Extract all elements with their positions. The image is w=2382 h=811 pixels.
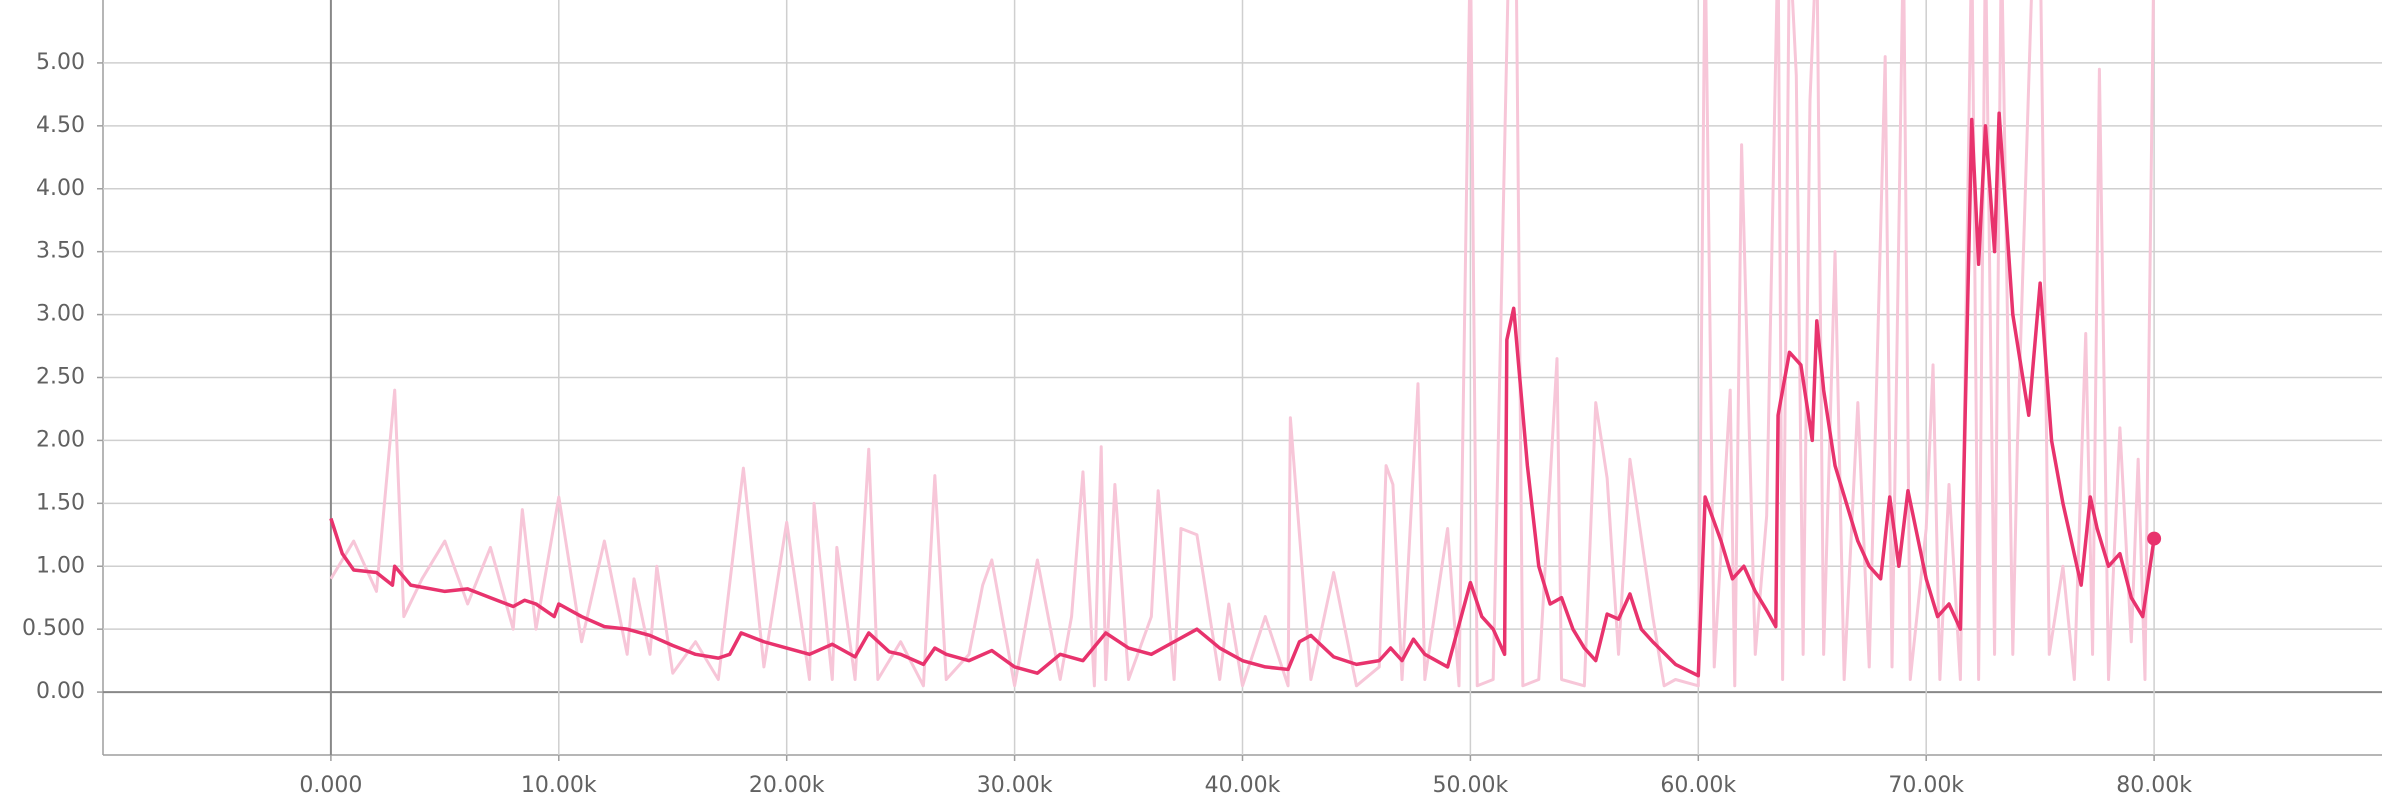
- y-tick-label: 3.00: [36, 302, 85, 327]
- x-tick-label: 0.000: [299, 773, 362, 798]
- y-tick-label: 4.50: [36, 113, 85, 138]
- y-tick-label: 1.50: [36, 490, 85, 515]
- x-tick-label: 50.00k: [1433, 773, 1509, 798]
- x-tick-label: 20.00k: [749, 773, 825, 798]
- axis-labels: 0.00 0.500 1.00 1.50 2.00 2.50 3.00 3.50 4.00 4.5…: [22, 50, 2192, 798]
- y-tick-label: 5.00: [36, 50, 85, 75]
- smoothed-line: [329, 111, 2156, 678]
- y-tick-label: 3.50: [36, 239, 85, 264]
- x-tick-label: 80.00k: [2116, 773, 2192, 798]
- y-tick-label: 0.500: [22, 616, 85, 641]
- grid: [97, 0, 2382, 761]
- raw-line: [329, 0, 2155, 688]
- y-tick-label: 0.00: [36, 679, 85, 704]
- y-tick-label: 1.00: [36, 553, 85, 578]
- x-tick-label: 10.00k: [521, 773, 597, 798]
- x-tick-label: 40.00k: [1205, 773, 1281, 798]
- x-tick-label: 60.00k: [1660, 773, 1736, 798]
- x-tick-label: 30.00k: [977, 773, 1053, 798]
- plot-area: [329, 0, 2162, 688]
- y-tick-label: 2.50: [36, 365, 85, 390]
- y-tick-label: 2.00: [36, 427, 85, 452]
- x-tick-label: 70.00k: [1888, 773, 1964, 798]
- last-point-marker: [2147, 531, 2162, 546]
- y-tick-label: 4.00: [36, 176, 85, 201]
